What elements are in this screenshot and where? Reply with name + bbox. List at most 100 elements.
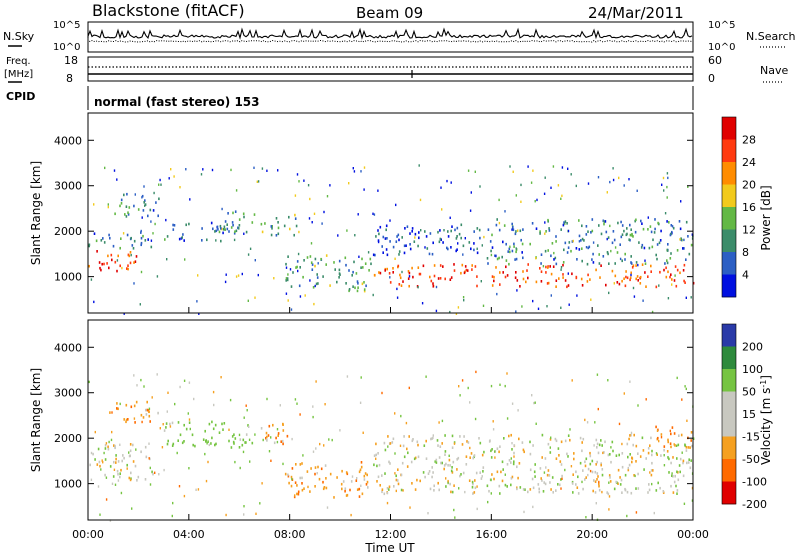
- heatmap-cell: [575, 483, 577, 486]
- heatmap-cell: [392, 437, 395, 441]
- heatmap-cell: [506, 485, 508, 488]
- heatmap-cell: [493, 477, 495, 481]
- heatmap-cell: [314, 257, 317, 261]
- heatmap-cell: [298, 284, 301, 288]
- heatmap-noise-cell: [670, 232, 672, 235]
- heatmap-cell: [564, 439, 567, 443]
- heatmap-cell: [386, 253, 389, 257]
- heatmap-cell: [688, 458, 690, 461]
- heatmap-cell: [650, 230, 653, 234]
- heatmap-cell: [482, 470, 484, 473]
- heatmap-cell: [500, 470, 502, 474]
- heatmap-cell: [432, 285, 435, 288]
- heatmap-cell: [519, 486, 522, 489]
- heatmap-cell: [621, 259, 623, 263]
- heatmap-cell: [178, 237, 181, 241]
- heatmap-cell: [126, 192, 128, 196]
- heatmap-cell: [596, 446, 598, 449]
- heatmap-cell: [544, 457, 547, 460]
- heatmap-cell: [245, 433, 248, 436]
- heatmap-cell: [595, 438, 598, 442]
- freq-unit: [MHz]: [4, 69, 33, 80]
- heatmap-cell: [285, 279, 287, 282]
- heatmap-cell: [230, 226, 233, 229]
- heatmap-noise-cell: [358, 255, 360, 258]
- heatmap-cell: [476, 284, 478, 288]
- heatmap-cell: [508, 262, 510, 266]
- heatmap-noise-cell: [679, 238, 681, 241]
- heatmap-cell: [134, 421, 136, 424]
- heatmap-cell: [625, 270, 627, 273]
- heatmap-cell: [129, 454, 131, 458]
- heatmap-cell: [473, 248, 475, 252]
- heatmap-cell: [131, 244, 134, 247]
- heatmap-noise-cell: [549, 446, 551, 449]
- heatmap-noise-cell: [185, 168, 187, 171]
- heatmap-cell: [635, 218, 637, 222]
- heatmap-cell: [140, 236, 143, 240]
- heatmap-cell: [635, 277, 637, 281]
- colorbar-frame: [721, 116, 737, 298]
- heatmap-cell: [299, 266, 301, 269]
- heatmap-cell: [239, 438, 242, 441]
- heatmap-noise-cell: [136, 384, 138, 387]
- heatmap-noise-cell: [568, 303, 570, 306]
- heatmap-noise-cell: [196, 300, 198, 303]
- heatmap-cell: [431, 466, 433, 469]
- heatmap-cell: [440, 461, 442, 465]
- heatmap-noise-cell: [435, 285, 438, 289]
- heatmap-cell: [676, 249, 679, 252]
- heatmap-cell: [660, 454, 662, 457]
- heatmap-cell: [179, 433, 182, 437]
- velocity-panel-frame: [87, 319, 694, 521]
- heatmap-cell: [283, 224, 286, 228]
- heatmap-cell: [128, 206, 131, 209]
- heatmap-noise-cell: [498, 198, 500, 202]
- heatmap-cell: [281, 439, 284, 443]
- heatmap-cell: [481, 453, 484, 457]
- heatmap-noise-cell: [307, 184, 310, 187]
- heatmap-noise-cell: [448, 454, 450, 457]
- heatmap-cell: [120, 198, 123, 202]
- heatmap-cell: [501, 479, 504, 483]
- heatmap-cell: [128, 254, 131, 258]
- heatmap-noise-cell: [584, 418, 586, 422]
- heatmap-cell: [584, 478, 586, 481]
- heatmap-noise-cell: [359, 401, 362, 404]
- heatmap-cell: [214, 443, 216, 447]
- heatmap-cell: [115, 457, 117, 461]
- heatmap-noise-cell: [141, 420, 143, 424]
- heatmap-cell: [551, 242, 554, 245]
- heatmap-noise-cell: [256, 180, 258, 183]
- heatmap-cell: [555, 262, 558, 266]
- heatmap-noise-cell: [108, 440, 110, 444]
- heatmap-cell: [458, 232, 461, 236]
- heatmap-cell: [460, 473, 462, 476]
- heatmap-cell: [108, 266, 110, 270]
- heatmap-noise-cell: [457, 306, 460, 309]
- heatmap-cell: [519, 285, 521, 288]
- heatmap-cell: [581, 224, 583, 228]
- heatmap-cell: [668, 471, 670, 474]
- heatmap-cell: [146, 400, 148, 404]
- heatmap-cell: [673, 432, 676, 435]
- heatmap-cell: [334, 268, 336, 271]
- heatmap-cell: [372, 253, 375, 257]
- heatmap-noise-cell: [189, 198, 191, 201]
- heatmap-cell: [133, 261, 135, 264]
- heatmap-cell: [214, 230, 216, 233]
- heatmap-noise-cell: [235, 275, 238, 278]
- heatmap-cell: [531, 477, 534, 481]
- heatmap-cell: [510, 483, 512, 487]
- heatmap-noise-cell: [630, 431, 633, 435]
- heatmap-cell: [140, 413, 143, 417]
- heatmap-cell: [325, 254, 328, 257]
- heatmap-cell: [433, 484, 435, 488]
- heatmap-cell: [166, 442, 169, 446]
- heatmap-noise-cell: [170, 168, 172, 171]
- heatmap-cell: [451, 466, 453, 469]
- heatmap-cell: [338, 276, 340, 279]
- heatmap-cell: [148, 414, 151, 418]
- heatmap-noise-cell: [546, 305, 548, 308]
- heatmap-noise-cell: [469, 401, 471, 404]
